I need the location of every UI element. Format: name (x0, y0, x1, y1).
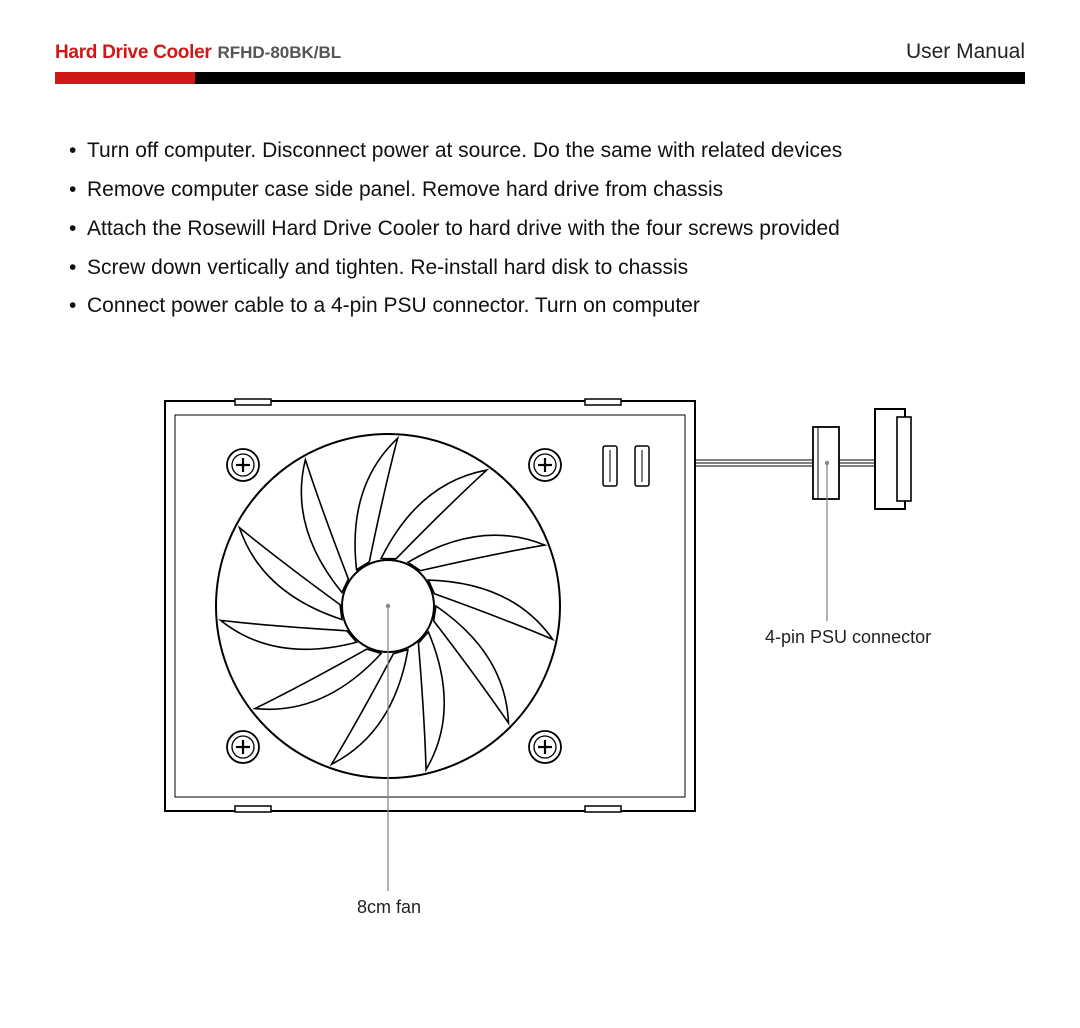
section-label: User Manual (906, 40, 1025, 64)
product-name: Hard Drive Cooler (55, 42, 211, 64)
side-slots (603, 446, 649, 486)
instruction-item: Attach the Rosewill Hard Drive Cooler to… (69, 210, 1025, 249)
svg-text:4-pin PSU connector: 4-pin PSU connector (765, 627, 931, 647)
divider-red (55, 72, 195, 84)
power-cable (695, 409, 911, 509)
instruction-item: Turn off computer. Disconnect power at s… (69, 132, 1025, 171)
divider-bar (55, 72, 1025, 84)
instruction-item: Connect power cable to a 4-pin PSU conne… (69, 287, 1025, 326)
cooler-diagram: 4-pin PSU connector 8cm fan (125, 391, 955, 931)
svg-text:8cm fan: 8cm fan (357, 897, 421, 917)
diagram-container: 4-pin PSU connector 8cm fan (55, 391, 1025, 931)
title-group: Hard Drive Cooler RFHD-80BK/BL (55, 42, 341, 64)
divider-black (195, 72, 1025, 84)
page-header: Hard Drive Cooler RFHD-80BK/BL User Manu… (55, 40, 1025, 64)
instruction-list: Turn off computer. Disconnect power at s… (55, 132, 1025, 326)
instruction-item: Remove computer case side panel. Remove … (69, 171, 1025, 210)
model-number: RFHD-80BK/BL (217, 43, 341, 63)
instruction-item: Screw down vertically and tighten. Re-in… (69, 249, 1025, 288)
